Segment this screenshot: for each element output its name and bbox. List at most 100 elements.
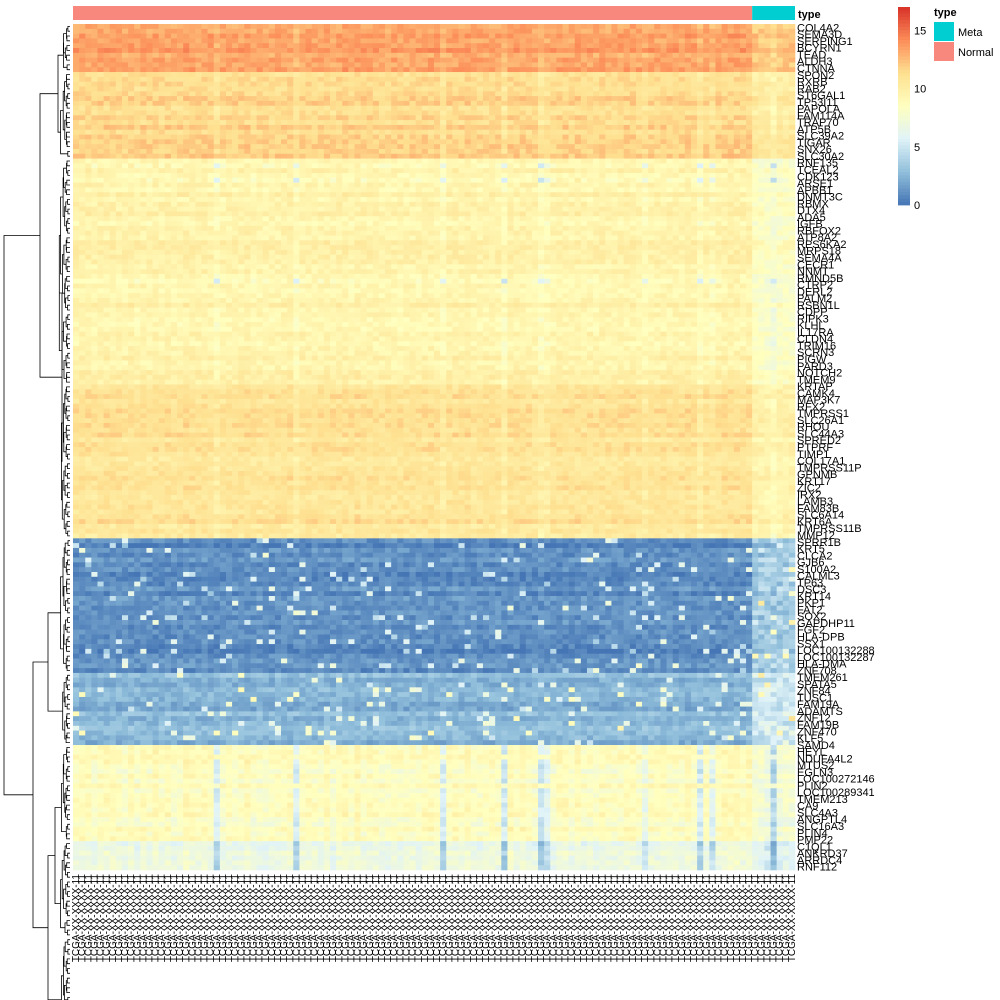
heatmap-cell <box>397 197 404 203</box>
heatmap-cell <box>103 57 111 63</box>
dendrogram-branch <box>66 54 70 61</box>
heatmap-cell <box>764 33 771 39</box>
heatmap-cell <box>293 76 300 82</box>
heatmap-cell <box>642 187 649 193</box>
heatmap-cell <box>427 148 435 155</box>
heatmap-cell <box>140 24 147 30</box>
heatmap-cell <box>452 110 459 116</box>
heatmap-cell <box>562 86 569 92</box>
heatmap-cell <box>128 192 135 198</box>
heatmap-cell <box>562 129 569 135</box>
heatmap-cell <box>378 168 386 174</box>
heatmap-cell <box>739 173 747 179</box>
heatmap-cell <box>501 153 508 159</box>
heatmap-cell <box>776 105 784 111</box>
heatmap-cell <box>482 72 490 78</box>
heatmap-cell <box>232 38 239 44</box>
heatmap-cell <box>678 38 686 44</box>
heatmap-cell <box>354 115 361 121</box>
heatmap-cell <box>293 148 300 155</box>
heatmap-cell <box>372 28 380 34</box>
heatmap-cell <box>79 192 86 198</box>
heatmap-cell <box>709 115 716 121</box>
heatmap-cell <box>427 43 435 49</box>
heatmap-cell <box>446 129 453 135</box>
heatmap-cell <box>232 57 239 63</box>
heatmap-cell <box>128 163 135 169</box>
heatmap-cell <box>317 168 325 174</box>
heatmap-cell <box>635 144 643 150</box>
dendrogram-branch <box>67 929 70 936</box>
heatmap-cell <box>635 158 643 164</box>
heatmap-cell <box>134 62 141 68</box>
heatmap-cell <box>305 197 312 203</box>
heatmap-cell <box>635 163 643 169</box>
heatmap-cell <box>580 158 588 164</box>
heatmap-cell <box>427 144 435 150</box>
heatmap-cell <box>531 33 539 39</box>
heatmap-cell <box>635 48 643 54</box>
heatmap-cell <box>287 182 294 188</box>
heatmap-cell <box>85 144 92 150</box>
heatmap-cell <box>256 100 263 107</box>
heatmap-cell <box>134 158 141 164</box>
heatmap-cell <box>715 67 722 73</box>
heatmap-cell <box>550 100 557 107</box>
heatmap-cell <box>274 96 282 102</box>
heatmap-cell <box>599 91 606 97</box>
heatmap-cell <box>97 129 104 135</box>
heatmap-cell <box>421 129 429 135</box>
heatmap-cell <box>605 67 612 73</box>
heatmap-cell <box>574 173 582 179</box>
heatmap-cell <box>256 134 263 140</box>
heatmap-cell <box>427 100 435 107</box>
heatmap-cell <box>421 100 429 107</box>
heatmap-cell <box>727 100 735 107</box>
heatmap-cell <box>574 153 582 159</box>
heatmap-cell <box>158 168 166 174</box>
heatmap-cell <box>415 134 423 140</box>
heatmap-cell <box>164 100 172 107</box>
heatmap-cell <box>213 48 221 54</box>
heatmap-cell <box>152 173 159 179</box>
heatmap-cell <box>207 206 215 212</box>
heatmap-cell <box>513 134 520 140</box>
heatmap-cell <box>782 211 790 217</box>
heatmap-cell <box>268 148 276 155</box>
heatmap-cell <box>317 96 325 102</box>
heatmap-cell <box>293 52 300 58</box>
heatmap-cell <box>115 48 123 54</box>
heatmap-cell <box>739 43 747 49</box>
heatmap-cell <box>513 129 520 135</box>
heatmap-cell <box>97 158 104 164</box>
heatmap-cell <box>684 211 692 217</box>
heatmap-cell <box>274 124 282 131</box>
heatmap-cell <box>538 201 545 207</box>
heatmap-cell <box>225 24 233 30</box>
dendrogram-branch <box>66 122 70 128</box>
heatmap-cell <box>470 158 478 164</box>
heatmap-cell <box>470 187 478 193</box>
heatmap-cell <box>556 57 563 63</box>
heatmap-cell <box>115 28 123 34</box>
heatmap-cell <box>189 96 196 102</box>
heatmap-cell <box>287 86 294 92</box>
heatmap-cell <box>464 201 472 207</box>
heatmap-cell <box>213 173 221 179</box>
heatmap-cell <box>121 158 129 164</box>
heatmap-cell <box>562 163 569 169</box>
heatmap-cell <box>317 201 325 207</box>
heatmap-cell <box>586 148 594 155</box>
heatmap-cell <box>519 76 527 82</box>
heatmap-cell <box>354 168 361 174</box>
heatmap-cell <box>690 62 698 68</box>
heatmap-cell <box>262 33 270 39</box>
heatmap-cell <box>758 81 765 87</box>
heatmap-cell <box>605 24 612 30</box>
heatmap-cell <box>721 182 728 188</box>
heatmap-cell <box>666 201 673 207</box>
heatmap-cell <box>525 182 533 188</box>
heatmap-cell <box>287 177 294 183</box>
heatmap-cell <box>446 201 453 207</box>
heatmap-cell <box>244 28 251 34</box>
